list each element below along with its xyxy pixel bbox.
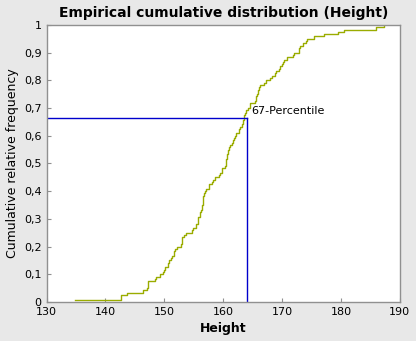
X-axis label: Height: Height [200, 323, 247, 336]
Text: 67-Percentile: 67-Percentile [252, 106, 325, 116]
Y-axis label: Cumulative relative frequency: Cumulative relative frequency [5, 69, 19, 258]
Title: Empirical cumulative distribution (Height): Empirical cumulative distribution (Heigh… [59, 5, 388, 19]
